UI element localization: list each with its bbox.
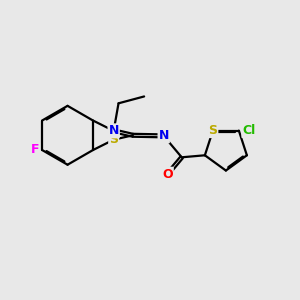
Text: Cl: Cl [242,124,256,137]
Text: N: N [158,129,169,142]
Text: O: O [162,168,173,181]
Text: S: S [109,133,118,146]
Text: F: F [31,143,39,157]
Text: N: N [109,124,119,137]
Text: S: S [208,124,217,137]
